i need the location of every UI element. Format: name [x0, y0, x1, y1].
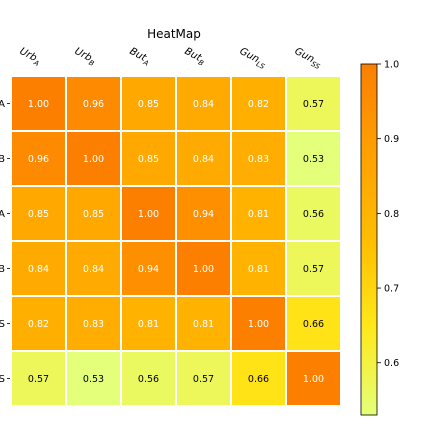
- heatmap-cell: [12, 132, 65, 185]
- heatmap-cell: [177, 297, 230, 350]
- heatmap-cell: [177, 132, 230, 185]
- cell-value-label: 0.84: [28, 264, 49, 275]
- row-label: B: [0, 264, 5, 275]
- cell-value-label: 0.53: [303, 154, 324, 165]
- heatmap-cell: [287, 132, 340, 185]
- heatmap-cell: [122, 297, 175, 350]
- colorbar-tick-label: 0.9: [384, 134, 399, 145]
- column-label: GunSS: [292, 46, 324, 71]
- cell-value-label: 0.96: [28, 154, 49, 165]
- cell-value-label: 0.53: [83, 374, 104, 385]
- cell-value-label: 0.81: [138, 319, 159, 330]
- column-label: GunLS: [237, 46, 269, 71]
- cell-value-label: 0.83: [83, 319, 104, 330]
- chart-title: HeatMap: [147, 27, 201, 41]
- heatmap-cell: [232, 297, 285, 350]
- cell-value-label: 0.96: [83, 99, 104, 110]
- heatmap-cell: [232, 77, 285, 130]
- cell-value-label: 0.82: [248, 99, 269, 110]
- heatmap-grid: [11, 76, 341, 406]
- heatmap-cell: [12, 187, 65, 240]
- column-label: UrbA: [17, 46, 43, 68]
- cell-value-label: 1.00: [303, 374, 324, 385]
- cell-value-label: 1.00: [138, 209, 159, 220]
- cell-value-label: 1.00: [248, 319, 269, 330]
- heatmap-cell: [67, 242, 120, 295]
- cell-value-label: 0.85: [138, 154, 159, 165]
- heatmap-cell: [177, 187, 230, 240]
- heatmap-cell: [67, 77, 120, 130]
- cell-value-label: 0.57: [193, 374, 214, 385]
- cell-value-label: 0.57: [303, 264, 324, 275]
- heatmap-cell: [12, 352, 65, 405]
- cell-value-label: 1.00: [193, 264, 214, 275]
- heatmap-cell: [122, 242, 175, 295]
- heatmap-cell: [177, 242, 230, 295]
- cell-value-label: 0.82: [28, 319, 49, 330]
- heatmap-cell: [287, 187, 340, 240]
- row-label: S: [0, 319, 5, 330]
- cell-value-label: 0.84: [83, 264, 104, 275]
- colorbar: [360, 63, 378, 416]
- heatmap-cell: [12, 297, 65, 350]
- heatmap-cell: [67, 352, 120, 405]
- cell-value-label: 0.57: [28, 374, 49, 385]
- cell-value-label: 0.56: [303, 209, 324, 220]
- colorbar-tick-label: 1.0: [384, 60, 399, 71]
- row-label: S: [0, 374, 5, 385]
- cell-value-label: 0.57: [303, 99, 324, 110]
- colorbar-tick-label: 0.7: [384, 284, 399, 295]
- heatmap-cell: [287, 297, 340, 350]
- cell-value-label: 1.00: [83, 154, 104, 165]
- heatmap-cell: [12, 242, 65, 295]
- cell-value-label: 0.94: [193, 209, 214, 220]
- cell-value-label: 0.81: [248, 209, 269, 220]
- cell-value-label: 0.85: [28, 209, 49, 220]
- cell-value-label: 0.83: [248, 154, 269, 165]
- heatmap-cell: [232, 187, 285, 240]
- cell-value-label: 0.56: [138, 374, 159, 385]
- heatmap-cell: [177, 352, 230, 405]
- heatmap-cell: [67, 297, 120, 350]
- heatmap-cell: [232, 132, 285, 185]
- column-label: ButA: [127, 46, 153, 68]
- heatmap-cell: [287, 352, 340, 405]
- cell-value-label: 0.66: [248, 374, 269, 385]
- heatmap-cell: [232, 352, 285, 405]
- heatmap-cell: [287, 242, 340, 295]
- heatmap-cell: [122, 132, 175, 185]
- heatmap-cell: [177, 77, 230, 130]
- cell-value-label: 0.94: [138, 264, 159, 275]
- cell-value-label: 0.85: [83, 209, 104, 220]
- heatmap-cell: [232, 242, 285, 295]
- heatmap-cell: [67, 187, 120, 240]
- heatmap-cell: [67, 132, 120, 185]
- cell-value-label: 0.81: [248, 264, 269, 275]
- column-label: UrbB: [72, 46, 98, 68]
- column-label: ButB: [182, 46, 208, 68]
- cell-value-label: 0.66: [303, 319, 324, 330]
- cell-value-label: 0.81: [193, 319, 214, 330]
- heatmap-cell: [122, 187, 175, 240]
- heatmap-cell: [287, 77, 340, 130]
- heatmap-cell: [122, 77, 175, 130]
- cell-value-label: 1.00: [28, 99, 49, 110]
- row-label: A: [0, 209, 5, 220]
- heatmap-cell: [12, 77, 65, 130]
- cell-value-label: 0.85: [138, 99, 159, 110]
- colorbar-tick-label: 0.6: [384, 358, 399, 369]
- row-label: B: [0, 154, 5, 165]
- heatmap-cell: [122, 352, 175, 405]
- cell-value-label: 0.84: [193, 99, 214, 110]
- colorbar-tick-label: 0.8: [384, 209, 399, 220]
- row-label: A: [0, 99, 5, 110]
- cell-value-label: 0.84: [193, 154, 214, 165]
